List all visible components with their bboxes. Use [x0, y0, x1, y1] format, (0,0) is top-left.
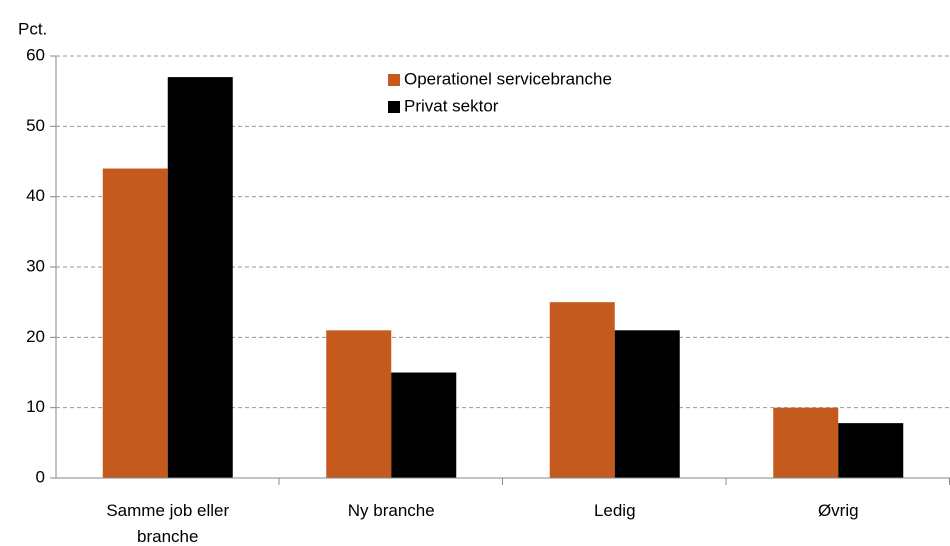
bar	[773, 407, 839, 478]
y-tick-label: 0	[36, 467, 45, 486]
y-tick-label: 50	[26, 116, 45, 135]
bar	[838, 423, 904, 478]
y-tick-label: 30	[26, 256, 45, 275]
x-tick-label: Ny branche	[347, 501, 435, 520]
y-tick-label: 60	[26, 45, 45, 64]
bar	[167, 77, 233, 478]
legend-label: Operationel servicebranche	[404, 69, 612, 88]
legend-swatch	[388, 74, 400, 86]
x-tick-label: Øvrig	[817, 501, 859, 520]
y-axis-label: Pct.	[18, 19, 47, 38]
y-tick-label: 40	[26, 186, 45, 205]
legend-swatch	[388, 101, 400, 113]
x-tick-label: Ledig	[593, 501, 636, 520]
bar	[102, 168, 168, 479]
legend-label: Privat sektor	[404, 96, 499, 115]
bar	[391, 372, 457, 478]
bar	[326, 330, 392, 478]
y-tick-label: 10	[26, 397, 45, 416]
bar	[549, 302, 615, 478]
y-tick-label: 20	[26, 327, 45, 346]
x-tick-label: Samme job eller branche	[106, 501, 230, 546]
bar	[614, 330, 680, 478]
